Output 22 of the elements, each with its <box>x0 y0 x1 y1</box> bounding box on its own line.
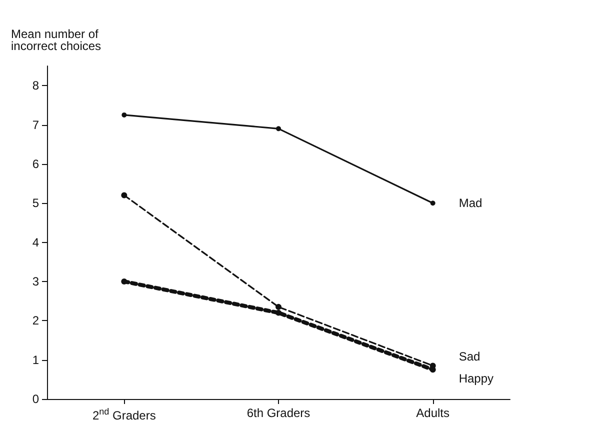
series-label: Sad <box>458 350 480 364</box>
point <box>121 192 128 198</box>
y-tick-label: 4 <box>32 235 40 250</box>
point <box>122 112 127 118</box>
y-tick-label: 1 <box>32 352 40 367</box>
point <box>121 278 128 284</box>
y-tick-label: 7 <box>32 118 40 132</box>
x-tick-label: Adults <box>416 406 450 420</box>
x-tick-label: 6th Graders <box>246 406 310 420</box>
y-tick-label: 8 <box>32 78 40 93</box>
point <box>276 126 281 132</box>
y-tick-label: 5 <box>32 196 40 210</box>
series-label: Mad <box>458 196 482 210</box>
point <box>430 200 436 206</box>
y-tick-label: 3 <box>32 274 40 288</box>
y-tick-label: 0 <box>32 392 40 406</box>
y-tick-label: 6 <box>32 156 40 171</box>
series-label: Happy <box>458 372 494 386</box>
point <box>276 304 282 310</box>
point <box>276 310 282 316</box>
y-axis-title: Mean number of incorrect choices <box>11 27 102 53</box>
y-tick-label: 2 <box>32 314 40 328</box>
